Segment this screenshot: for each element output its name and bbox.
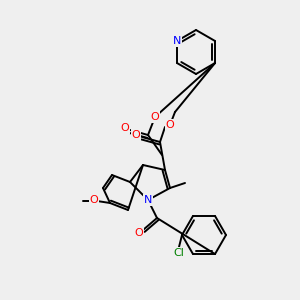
Text: O: O bbox=[132, 130, 140, 140]
Text: O: O bbox=[151, 112, 159, 122]
Text: N: N bbox=[144, 195, 152, 205]
Text: O: O bbox=[135, 228, 143, 238]
Text: O: O bbox=[90, 195, 98, 205]
Text: N: N bbox=[173, 36, 181, 46]
Text: O: O bbox=[121, 123, 129, 133]
Text: Cl: Cl bbox=[174, 248, 184, 258]
Text: O: O bbox=[166, 120, 174, 130]
